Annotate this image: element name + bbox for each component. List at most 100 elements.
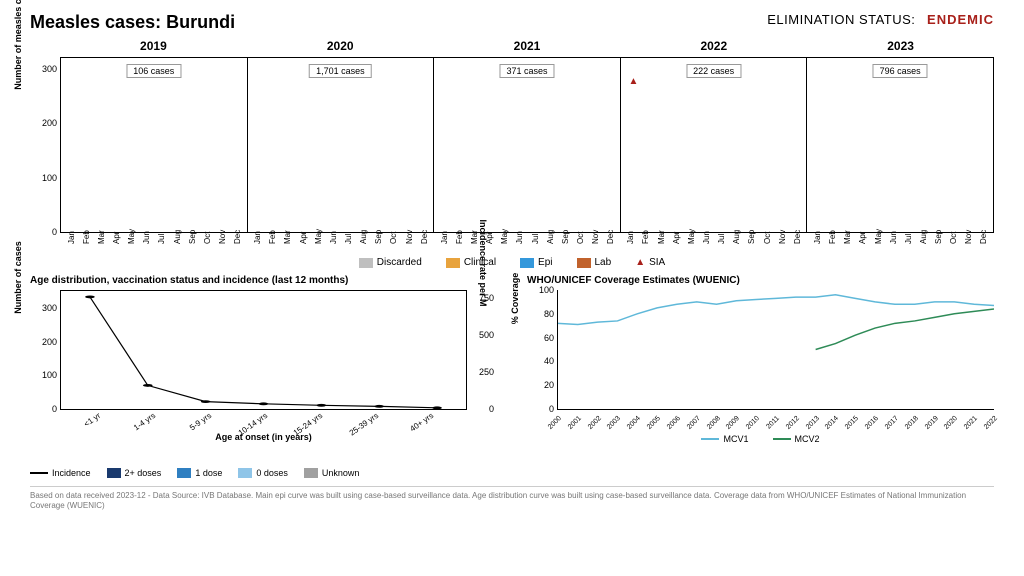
month-label: Oct: [576, 232, 585, 244]
incidence-point: [432, 406, 442, 409]
incidence-point: [374, 405, 384, 408]
coverage-year-label: 2005: [646, 415, 662, 431]
age-distribution-chart: Age distribution, vaccination status and…: [30, 275, 497, 478]
month-label: Jul: [157, 234, 166, 244]
month-label: Dec: [420, 230, 429, 244]
incidence-point: [201, 400, 211, 403]
month-label: Feb: [641, 230, 650, 244]
coverage-year-label: 2019: [924, 415, 940, 431]
y-tick-right: 0: [489, 404, 494, 414]
year-panel: 106 casesJanFebMarAprMayJunJulAugSepOctN…: [61, 58, 248, 232]
swatch-icon: [359, 258, 373, 268]
month-label: Apr: [112, 232, 121, 244]
y-tick-right: 750: [479, 293, 494, 303]
swatch-icon: [107, 468, 121, 478]
month-label: Aug: [732, 230, 741, 244]
month-label: Sep: [374, 230, 383, 244]
legend-item-discarded: Discarded: [359, 257, 422, 268]
main-epi-chart: 20192020202120222023 Number of measles c…: [30, 39, 994, 269]
year-header: 2019: [60, 39, 247, 57]
incidence-point: [143, 384, 153, 387]
month-label: Mar: [97, 230, 106, 244]
y-tick: 0: [52, 404, 57, 414]
legend-label: 0 doses: [256, 468, 288, 478]
month-label: Dec: [606, 230, 615, 244]
year-header: 2021: [434, 39, 621, 57]
y-tick: 40: [544, 356, 554, 366]
legend-item-doses2: 2+ doses: [107, 468, 162, 478]
coverage-year-label: 2017: [884, 415, 900, 431]
coverage-year-label: 2003: [606, 415, 622, 431]
line-swatch-icon: [701, 438, 719, 440]
month-label: Jun: [889, 231, 898, 244]
month-label: Dec: [793, 230, 802, 244]
month-label: Apr: [299, 232, 308, 244]
case-count-badge: 1,701 cases: [309, 64, 372, 78]
swatch-icon: [238, 468, 252, 478]
legend-label: Unknown: [322, 468, 360, 478]
month-label: Jun: [515, 231, 524, 244]
coverage-year-label: 2006: [666, 415, 682, 431]
year-panel: 222 cases▲JanFebMarAprMayJunJulAugSepOct…: [621, 58, 808, 232]
month-label: May: [874, 229, 883, 244]
month-label: Aug: [546, 230, 555, 244]
coverage-year-label: 2002: [587, 415, 603, 431]
month-label: Jan: [813, 231, 822, 244]
coverage-year-label: 2004: [626, 415, 642, 431]
month-label: Oct: [763, 232, 772, 244]
y-tick: 0: [52, 227, 57, 237]
swatch-icon: [304, 468, 318, 478]
legend-label: 2+ doses: [125, 468, 162, 478]
incidence-point: [85, 295, 95, 298]
coverage-year-label: 2001: [567, 415, 583, 431]
legend-label: Epi: [538, 257, 552, 268]
coverage-year-label: 2022: [983, 415, 999, 431]
legend-item-sia: ▲SIA: [635, 257, 665, 268]
coverage-year-label: 2000: [547, 415, 563, 431]
age-category-label: 40+ yrs: [409, 411, 436, 434]
legend-item-doses1: 1 dose: [177, 468, 222, 478]
legend-item-mcv1: MCV1: [701, 434, 748, 444]
month-label: Sep: [747, 230, 756, 244]
page-title: Measles cases: Burundi: [30, 12, 235, 33]
legend-label: 1 dose: [195, 468, 222, 478]
y-tick: 200: [42, 337, 57, 347]
line-swatch-icon: [30, 472, 48, 474]
y-tick: 200: [42, 118, 57, 128]
legend-item-doses0: 0 doses: [238, 468, 288, 478]
y-tick: 0: [549, 404, 554, 414]
month-label: Feb: [455, 230, 464, 244]
footer-note: Based on data received 2023-12 - Data So…: [30, 486, 994, 512]
legend-label: Discarded: [377, 257, 422, 268]
y-tick: 300: [42, 303, 57, 313]
legend-item-lab: Lab: [577, 257, 612, 268]
month-label: Dec: [233, 230, 242, 244]
swatch-icon: [446, 258, 460, 268]
month-label: Jan: [67, 231, 76, 244]
sia-triangle-icon: ▲: [635, 257, 645, 268]
month-label: May: [500, 229, 509, 244]
month-label: Aug: [359, 230, 368, 244]
age-yleft-label: Number of cases: [13, 241, 23, 314]
year-panel: 1,701 casesJanFebMarAprMayJunJulAugSepOc…: [248, 58, 435, 232]
month-label: Apr: [672, 232, 681, 244]
year-header: 2020: [247, 39, 434, 57]
month-label: Dec: [979, 230, 988, 244]
coverage-chart: WHO/UNICEF Coverage Estimates (WUENIC) %…: [527, 275, 994, 478]
y-tick: 100: [539, 285, 554, 295]
coverage-year-label: 2020: [943, 415, 959, 431]
month-label: Nov: [591, 230, 600, 244]
coverage-year-label: 2007: [686, 415, 702, 431]
status-label: ELIMINATION STATUS:: [767, 12, 915, 27]
line-swatch-icon: [773, 438, 791, 440]
coverage-year-label: 2018: [904, 415, 920, 431]
month-label: Mar: [283, 230, 292, 244]
month-label: Jan: [253, 231, 262, 244]
month-label: Jun: [702, 231, 711, 244]
year-panel: 796 casesJanFebMarAprMayJunJulAugSepOctN…: [807, 58, 993, 232]
incidence-point: [259, 402, 269, 405]
month-label: May: [314, 229, 323, 244]
month-label: Feb: [268, 230, 277, 244]
mcv2-line: [816, 309, 994, 349]
month-label: Apr: [858, 232, 867, 244]
